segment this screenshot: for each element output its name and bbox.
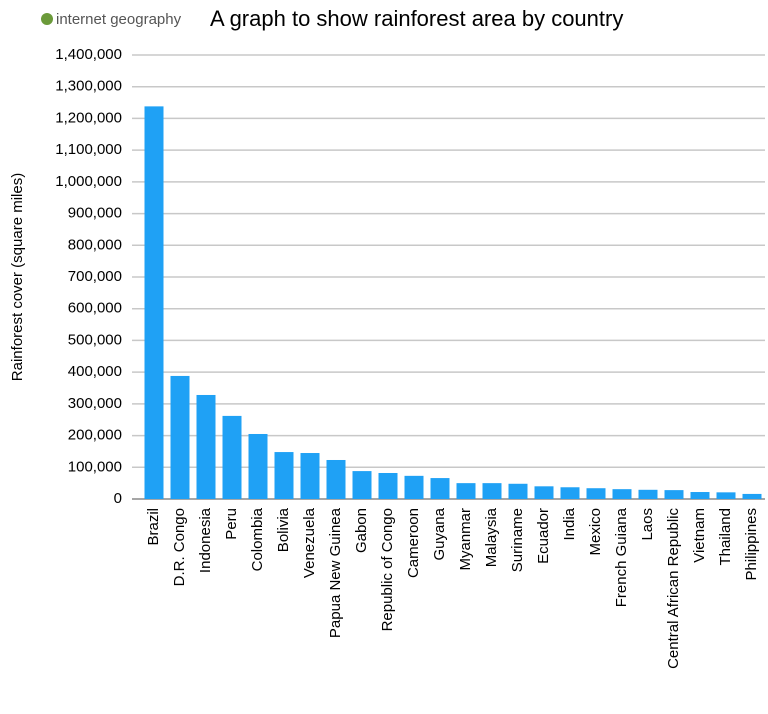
bar: [586, 488, 606, 499]
bar: [248, 433, 268, 499]
x-tick-label: Central African Republic: [665, 508, 682, 669]
bar: [612, 489, 632, 499]
logo-icon: [41, 13, 53, 25]
y-tick-label: 200,000: [68, 427, 122, 444]
x-tick-label: Gabon: [353, 508, 370, 553]
bar: [560, 487, 580, 499]
x-tick-label: Indonesia: [197, 507, 214, 573]
bar: [430, 478, 450, 499]
x-tick-label: Laos: [639, 508, 656, 541]
bar: [716, 492, 736, 499]
y-tick-label: 1,400,000: [55, 46, 122, 63]
y-tick-label: 1,200,000: [55, 109, 122, 126]
y-tick-label: 500,000: [68, 331, 122, 348]
bar: [742, 493, 762, 499]
x-tick-label: Thailand: [717, 508, 734, 566]
x-tick-label: Colombia: [249, 507, 266, 571]
logo: internet geography: [56, 11, 182, 28]
x-tick-label: Papua New Guinea: [327, 507, 344, 638]
bar: [352, 471, 372, 499]
y-tick-label: 400,000: [68, 363, 122, 380]
x-tick-label: Philippines: [743, 508, 760, 581]
bar: [196, 394, 216, 499]
x-tick-label: Ecuador: [535, 508, 552, 564]
bar: [326, 459, 346, 499]
bar: [690, 492, 710, 499]
x-tick-label: Suriname: [509, 508, 526, 572]
bar: [300, 453, 320, 499]
y-tick-label: 1,300,000: [55, 78, 122, 95]
bar: [456, 483, 476, 499]
chart-title: A graph to show rainforest area by count…: [210, 6, 623, 31]
y-tick-label: 800,000: [68, 236, 122, 253]
y-tick-label: 600,000: [68, 300, 122, 317]
bar: [404, 475, 424, 499]
x-tick-label: Venezuela: [301, 507, 318, 578]
bar: [664, 490, 684, 499]
x-tick-label: India: [561, 507, 578, 540]
bar: [222, 415, 242, 499]
x-tick-label: Mexico: [587, 508, 604, 556]
bar: [482, 483, 502, 499]
bar: [144, 106, 164, 500]
bar: [534, 486, 554, 499]
bar: [508, 483, 528, 499]
x-tick-label: Peru: [223, 508, 240, 540]
x-tick-label: Malaysia: [483, 507, 500, 567]
bar: [170, 375, 190, 499]
y-tick-label: 700,000: [68, 268, 122, 285]
y-tick-label: 1,100,000: [55, 141, 122, 158]
bar: [274, 452, 294, 499]
y-tick-label: 100,000: [68, 458, 122, 475]
y-tick-label: 300,000: [68, 395, 122, 412]
x-tick-label: Bolivia: [275, 507, 292, 552]
x-tick-label: Cameroon: [405, 508, 422, 578]
y-tick-label: 0: [114, 490, 122, 507]
x-tick-label: Republic of Congo: [379, 508, 396, 631]
x-tick-label: Myanmar: [457, 508, 474, 571]
y-tick-label: 900,000: [68, 205, 122, 222]
x-tick-label: Guyana: [431, 507, 448, 560]
bar: [638, 489, 658, 499]
bar: [378, 472, 398, 499]
y-tick-label: 1,000,000: [55, 173, 122, 190]
x-tick-label: French Guiana: [613, 507, 630, 607]
y-axis-label: Rainforest cover (square miles): [9, 173, 26, 381]
x-tick-label: Vietnam: [691, 508, 708, 563]
x-tick-label: Brazil: [145, 508, 162, 546]
x-tick-label: D.R. Congo: [171, 508, 188, 586]
